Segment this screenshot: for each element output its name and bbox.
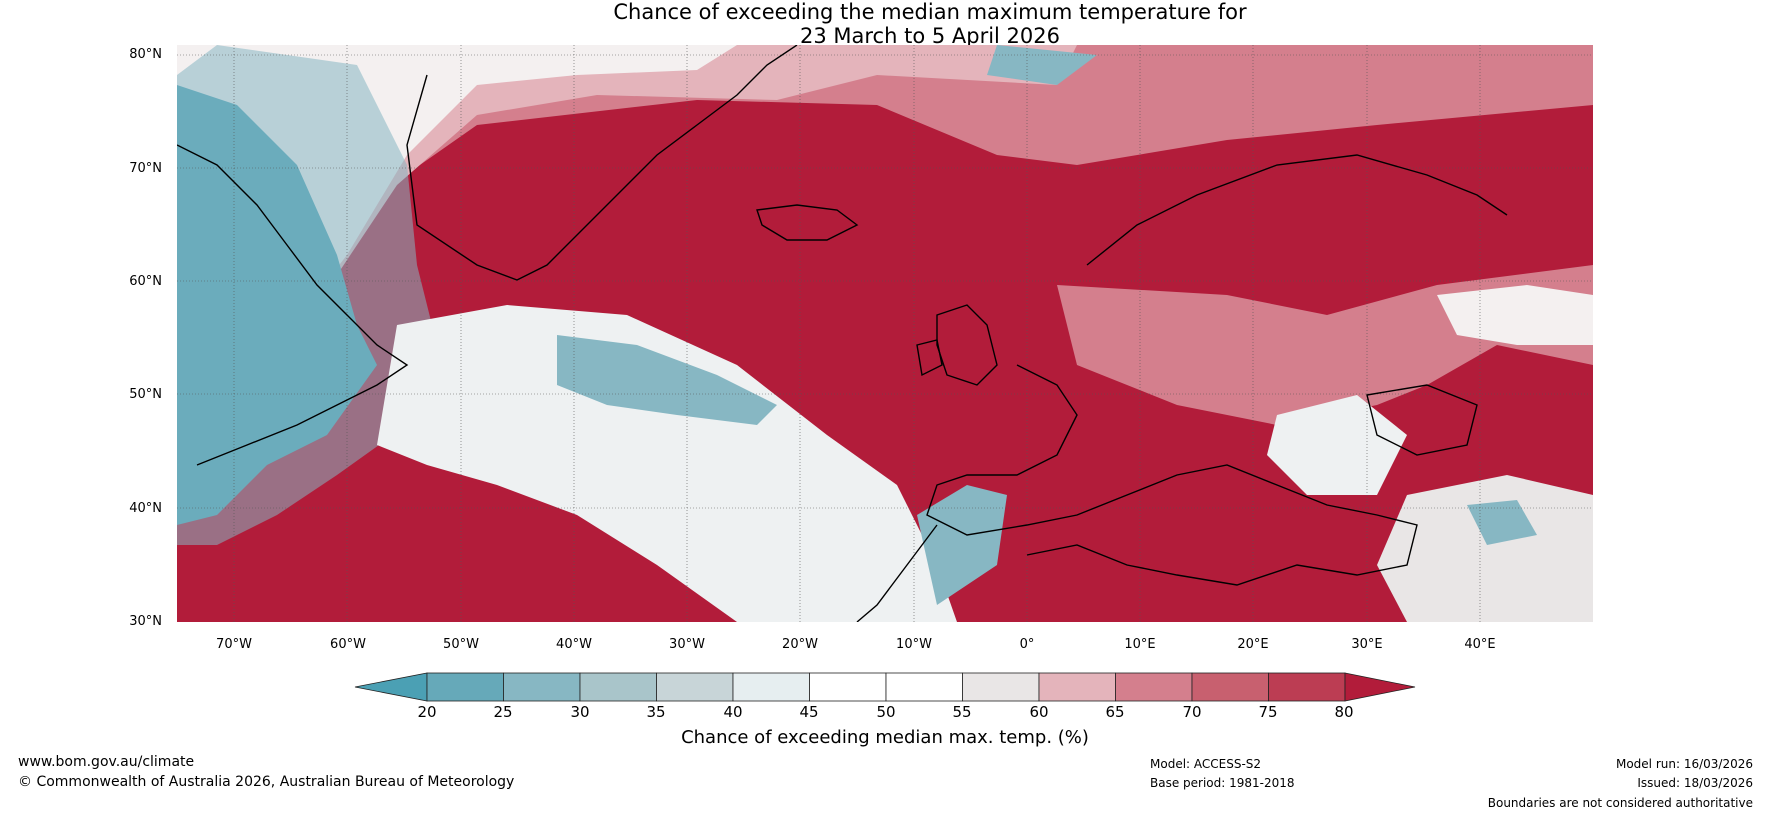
footer-issued: Issued: 18/03/2026 <box>1637 776 1753 790</box>
colorbar-tick-25: 25 <box>493 703 513 721</box>
colorbar-swatch <box>1191 672 1269 702</box>
title-line-2: 23 March to 5 April 2026 <box>800 24 1060 48</box>
lat-label-50n: 50°N <box>129 387 162 402</box>
zone-pink-north <box>177 45 1593 375</box>
lat-label-80n: 80°N <box>129 47 162 62</box>
coast-iceland <box>756 204 859 241</box>
lon-label-20w: 20°W <box>782 637 818 652</box>
colorbar-swatch <box>962 672 1040 702</box>
colorbar-tick-70: 70 <box>1182 703 1202 721</box>
lon-label-0: 0° <box>1019 637 1035 652</box>
footer-copyright: © Commonwealth of Australia 2026, Austra… <box>18 774 515 790</box>
colorbar-swatch <box>426 672 504 702</box>
colorbar-tick-50: 50 <box>876 703 896 721</box>
colorbar-tick-80: 80 <box>1334 703 1354 721</box>
colorbar-extend-low <box>354 672 428 702</box>
footer-model-run: Model run: 16/03/2026 <box>1615 757 1753 771</box>
zone-teal-mid <box>177 45 437 545</box>
colorbar-tick-20: 20 <box>417 703 437 721</box>
zone-atlantic-belt <box>377 305 957 622</box>
coast-africa <box>856 524 938 622</box>
lon-label-70w: 70°W <box>216 637 252 652</box>
footer-base-period: Base period: 1981-2018 <box>1150 776 1295 790</box>
map-title: Chance of exceeding the median maximum t… <box>0 0 1770 48</box>
title-line-1: Chance of exceeding the median maximum t… <box>613 0 1247 24</box>
coast-labrador <box>177 144 409 466</box>
lat-label-70n: 70°N <box>129 161 162 176</box>
footer-model: Model: ACCESS-S2 <box>1150 757 1262 771</box>
coast-greenland <box>406 45 798 281</box>
lon-label-50w: 50°W <box>443 637 479 652</box>
lat-label-30n: 30°N <box>129 614 162 629</box>
lon-label-60w: 60°W <box>330 637 366 652</box>
colorbar-swatches <box>354 672 1416 702</box>
colorbar-swatch <box>503 672 581 702</box>
lon-label-10w: 10°W <box>896 637 932 652</box>
colorbar-tick-75: 75 <box>1258 703 1278 721</box>
coast-ireland <box>916 339 943 377</box>
lon-label-20e: 20°E <box>1237 637 1269 652</box>
zone-mideast-blue <box>1467 500 1537 545</box>
zone-mideast-pale <box>1377 475 1593 622</box>
zone-balkan-white <box>1267 395 1407 495</box>
lat-label-40n: 40°N <box>129 501 162 516</box>
colorbar-swatch <box>885 672 963 702</box>
colorbar-swatch <box>1038 672 1116 702</box>
colorbar-swatch <box>656 672 734 702</box>
footer-url[interactable]: www.bom.gov.au/climate <box>18 754 195 770</box>
coast-europe <box>926 364 1418 586</box>
colorbar-swatch <box>809 672 887 702</box>
lon-label-30e: 30°E <box>1351 637 1383 652</box>
map-canvas <box>177 45 1593 622</box>
coast-black-sea <box>1366 384 1478 456</box>
colorbar-tick-45: 45 <box>799 703 819 721</box>
colorbar-tick-65: 65 <box>1105 703 1125 721</box>
lon-label-40e: 40°E <box>1464 637 1496 652</box>
colorbar-tick-30: 30 <box>570 703 590 721</box>
lon-label-40w: 40°W <box>556 637 592 652</box>
zone-atlantic-blue <box>557 335 777 425</box>
zone-morocco-blue <box>917 485 1007 605</box>
coast-scandinavia <box>1086 154 1508 266</box>
colorbar-swatch <box>732 672 810 702</box>
lat-label-60n: 60°N <box>129 274 162 289</box>
colorbar-extend-high <box>1344 672 1416 702</box>
coastlines <box>177 45 1508 622</box>
lon-label-10e: 10°E <box>1124 637 1156 652</box>
lon-label-30w: 30°W <box>669 637 705 652</box>
colorbar-swatch <box>1268 672 1346 702</box>
zone-east-white <box>1437 285 1593 345</box>
colorbar-swatch <box>579 672 657 702</box>
colorbar-tick-40: 40 <box>723 703 743 721</box>
forecast-map <box>177 45 1593 622</box>
graticule <box>177 45 1593 622</box>
colorbar-tick-55: 55 <box>952 703 972 721</box>
colorbar-label: Chance of exceeding median max. temp. (%… <box>681 727 1089 748</box>
footer-disclaimer: Boundaries are not considered authoritat… <box>1487 796 1753 810</box>
colorbar-swatch <box>1115 672 1193 702</box>
colorbar-tick-60: 60 <box>1029 703 1049 721</box>
colorbar-tick-35: 35 <box>646 703 666 721</box>
